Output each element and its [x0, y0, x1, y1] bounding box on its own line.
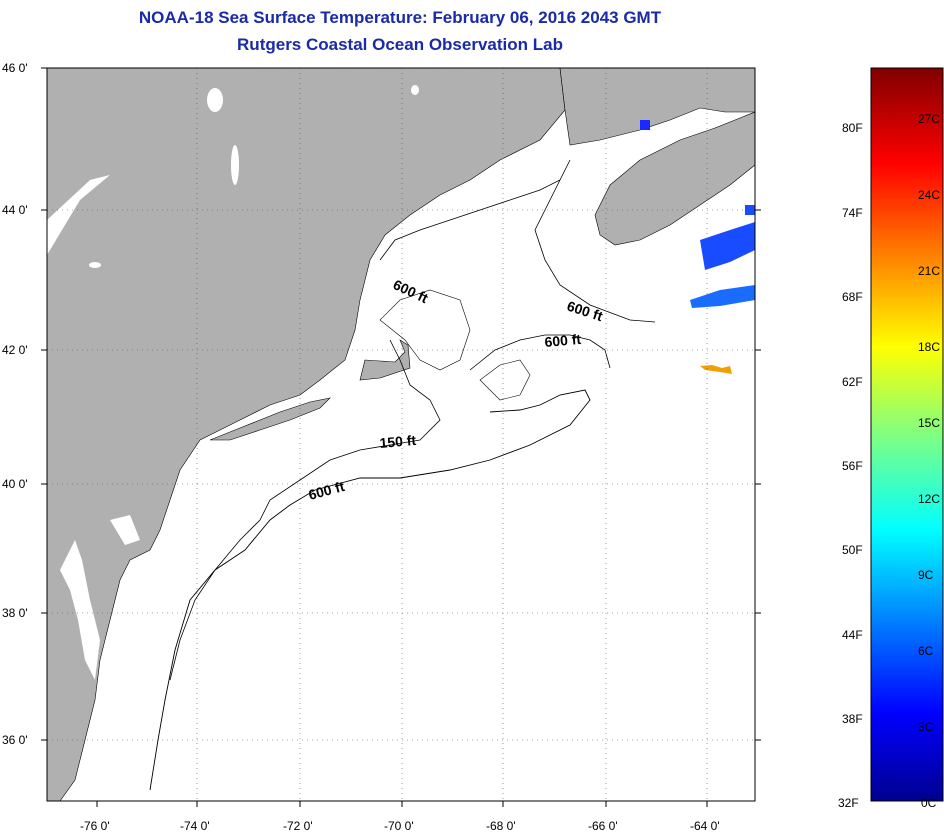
map-title: NOAA-18 Sea Surface Temperature: Februar… [138, 8, 662, 27]
sst-patch-orange [700, 365, 732, 374]
land-new-brunswick [559, 68, 755, 146]
lat-label: 42 0' [2, 343, 28, 357]
colorbar-c-label: 24C [918, 188, 940, 202]
colorbar-c-label: 12C [918, 492, 940, 506]
colorbar-f-label: 74F [842, 206, 863, 220]
delaware-bay [110, 515, 140, 545]
lat-label: 40 0' [2, 477, 28, 491]
colorbar-c-label: 15C [918, 416, 940, 430]
lat-label: 38 0' [2, 606, 28, 620]
colorbar-c-label: 21C [918, 264, 940, 278]
sst-patch-blue-4 [640, 120, 650, 130]
lon-label: -64 0' [690, 819, 720, 833]
lake [231, 145, 239, 185]
contour-600ft-line [149, 389, 591, 791]
sst-patch-blue-2 [690, 285, 755, 308]
colorbar-c-label: 27C [918, 112, 940, 126]
sst-patch-blue [700, 222, 755, 270]
temperature-colorbar [870, 67, 944, 802]
colorbar-f-label: 50F [842, 543, 863, 557]
lake [89, 262, 101, 268]
colorbar-f-label: 38F [842, 712, 863, 726]
lon-label: -66 0' [588, 819, 618, 833]
map-subtitle: Rutgers Coastal Ocean Observation Lab [237, 35, 563, 54]
lon-label: -68 0' [486, 819, 516, 833]
colorbar-c-label: 18C [918, 340, 940, 354]
contour-gulf-of-maine [379, 159, 656, 323]
lon-label: -70 0' [384, 819, 414, 833]
lon-label: -76 0' [80, 819, 110, 833]
colorbar-f-label: 68F [842, 290, 863, 304]
map-content [47, 68, 755, 801]
lake-champlain [47, 175, 110, 255]
contour-label: 600 ft [544, 331, 582, 350]
colorbar-f-label: 62F [842, 375, 863, 389]
colorbar-c-label: 9C [918, 568, 934, 582]
contour-georges-bank [469, 334, 611, 371]
lon-label: -72 0' [283, 819, 313, 833]
contour-label: 150 ft [379, 432, 417, 451]
lake [207, 88, 223, 112]
colorbar-f-label: 56F [842, 459, 863, 473]
sst-patch-blue-3 [745, 205, 755, 215]
land-cape-cod [359, 339, 411, 381]
colorbar-c-labels: 27C 24C 21C 18C 15C 12C 9C 6C 3C 0C [918, 112, 940, 810]
chesapeake-bay [60, 540, 100, 680]
lat-label: 36 0' [2, 733, 28, 747]
lon-label: -74 0' [180, 819, 210, 833]
contour-150ft-line [169, 339, 441, 681]
land-us-mainland [47, 68, 566, 801]
map-frame [46, 67, 756, 802]
lat-label: 44 0' [2, 203, 28, 217]
colorbar-f-labels: 80F 74F 68F 62F 56F 50F 44F 38F 32F [838, 121, 863, 810]
colorbar-f-label: 32F [838, 796, 859, 810]
map-graticule [47, 68, 755, 801]
lat-label: 46 0' [2, 61, 28, 75]
lake [411, 85, 419, 95]
colorbar-c-label: 6C [918, 644, 934, 658]
land-nova-scotia [594, 111, 755, 246]
colorbar-c-label: 0C [921, 796, 937, 810]
map-ticks [41, 67, 761, 807]
colorbar-f-label: 80F [842, 121, 863, 135]
colorbar-f-label: 44F [842, 628, 863, 642]
colorbar-c-label: 3C [918, 720, 934, 734]
